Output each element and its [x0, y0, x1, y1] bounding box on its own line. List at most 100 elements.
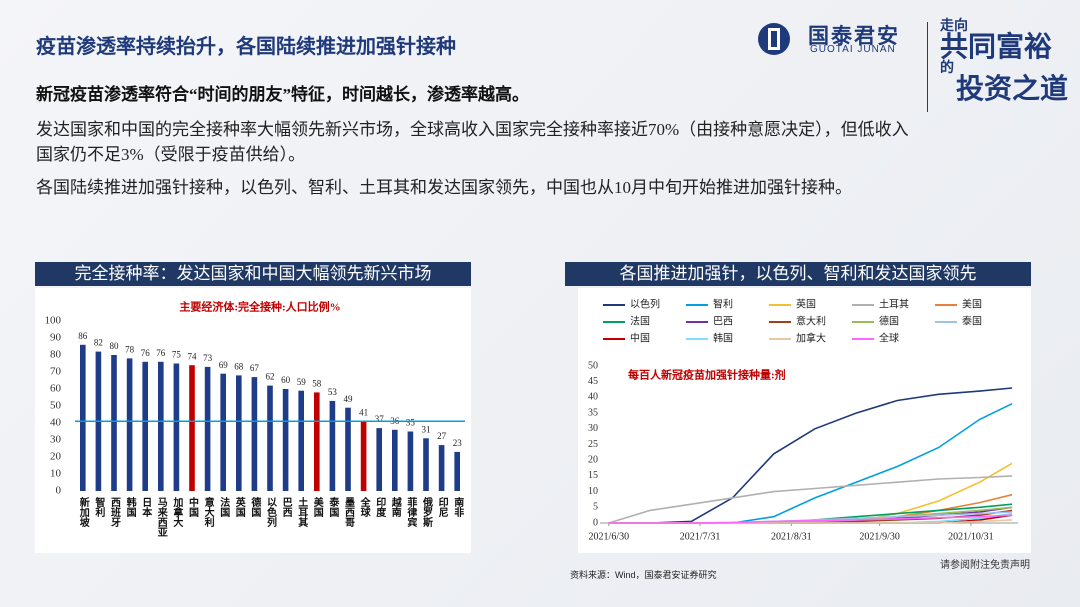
legend-label: 美国 [962, 297, 982, 310]
slogan-line: 共同富裕 [940, 32, 1053, 63]
legend-label: 法国 [630, 314, 650, 327]
bar [251, 377, 258, 491]
bar [298, 390, 305, 491]
x-tick-label: 中国 [187, 496, 199, 518]
bar [204, 366, 211, 491]
bar [360, 421, 367, 491]
y-tick-label: 20 [50, 451, 62, 463]
y-tick-label: 30 [50, 434, 62, 446]
x-tick-label: 越南 [389, 496, 402, 518]
x-tick-label: 英国 [233, 496, 246, 518]
x-tick-label: 智利 [93, 496, 105, 518]
bar [345, 407, 351, 491]
series-line [608, 514, 1013, 524]
lead-text: 新冠疫苗渗透率符合“时间的朋友”特征，时间越长，渗透率越高。 [36, 85, 529, 104]
y-tick-label: 5 [593, 502, 598, 513]
slogan-line: 走向 [940, 19, 968, 34]
x-tick-label: 俄罗斯 [421, 496, 434, 528]
value-label: 74 [188, 351, 198, 361]
x-tick-label: 2021/6/30 [589, 531, 630, 542]
legend-label: 泰国 [962, 314, 982, 327]
legend-label: 以色列 [630, 297, 660, 310]
bar [454, 451, 461, 491]
series-line [608, 402, 1013, 524]
x-tick-label: 法国 [218, 496, 230, 518]
bar [189, 365, 195, 491]
bar [111, 355, 117, 491]
bar [220, 373, 227, 491]
y-tick-label: 50 [588, 360, 598, 371]
section-header: 各国推进加强针，以色列、智利和发达国家领先 [565, 262, 1031, 286]
bar [235, 375, 242, 491]
x-tick-label: 以色列 [265, 497, 277, 528]
series-line [608, 475, 1013, 524]
value-label: 73 [203, 353, 213, 363]
y-tick-label: 30 [588, 423, 598, 434]
bar [438, 445, 445, 491]
value-label: 68 [234, 361, 244, 371]
bar [267, 385, 273, 491]
y-tick-label: 80 [50, 349, 62, 361]
legend-label: 英国 [796, 297, 816, 310]
series-line [608, 387, 1013, 524]
x-tick-label: 马来西亚 [155, 497, 168, 537]
legend-label: 巴西 [713, 315, 733, 327]
x-tick-label: 泰国 [327, 496, 340, 518]
bar [126, 358, 133, 491]
y-tick-label: 0 [56, 485, 62, 497]
x-tick-label: 2021/8/31 [771, 531, 812, 542]
x-tick-label: 南非 [452, 496, 464, 518]
paragraph: 发达国家和中国的完全接种率大幅领先新兴市场，全球高收入国家完全接种率接近70%（… [36, 120, 909, 164]
bar [313, 392, 320, 491]
divider [927, 22, 928, 112]
logo-subtext: GUOTAI JUNAN [810, 44, 896, 55]
value-label: 76 [156, 348, 166, 358]
value-label: 31 [422, 424, 431, 434]
x-tick-label: 印度 [374, 497, 386, 518]
value-label: 80 [110, 341, 120, 351]
y-tick-label: 60 [50, 383, 62, 395]
x-tick-label: 菲律宾 [405, 496, 417, 528]
bar [157, 361, 164, 491]
value-label: 86 [78, 331, 88, 341]
y-tick-label: 20 [588, 454, 598, 465]
paragraph: 各国陆续推进加强针接种，以色列、智利、土耳其和发达国家领先，中国也从10月中旬开… [36, 178, 852, 197]
slogan-line: 投资之道 [956, 74, 1069, 105]
value-label: 82 [94, 338, 103, 348]
x-tick-label: 新加坡 [77, 496, 90, 528]
y-tick-label: 45 [588, 376, 598, 387]
value-label: 23 [453, 438, 463, 448]
bar [282, 389, 289, 491]
legend-label: 智利 [713, 297, 733, 310]
slogan: 走向 共同富裕 的 投资之道 [940, 20, 1068, 104]
value-label: 37 [375, 414, 385, 424]
bar [423, 438, 429, 491]
y-tick-label: 25 [588, 439, 598, 450]
x-tick-label: 全球 [358, 496, 371, 518]
section-header: 完全接种率：发达国家和中国大幅领先新兴市场 [35, 262, 471, 286]
x-tick-label: 意大利 [202, 496, 214, 528]
value-label: 41 [359, 407, 368, 417]
bar [79, 344, 86, 491]
x-tick-label: 美国 [311, 496, 323, 518]
y-tick-label: 35 [588, 407, 598, 418]
legend-label: 德国 [879, 314, 899, 327]
source-note: 资料来源：Wind，国泰君安证券研究 [570, 570, 717, 580]
chart-title: 每百人新冠疫苗加强针接种量:剂 [628, 368, 786, 382]
bar [376, 428, 383, 491]
x-tick-label: 韩国 [124, 496, 136, 518]
legend-label: 土耳其 [879, 297, 909, 310]
y-tick-label: 0 [593, 517, 598, 528]
bar-chart: 主要经济体:完全接种:人口比例% 0 10 20 30 40 50 60 70 80 90 100 86… [35, 288, 471, 553]
y-tick-label: 15 [588, 470, 598, 481]
x-tick-label: 加拿大 [171, 496, 184, 528]
value-label: 69 [219, 360, 229, 370]
legend-label: 韩国 [713, 331, 733, 344]
chart-title: 主要经济体:完全接种:人口比例% [179, 300, 340, 314]
value-label: 59 [297, 377, 307, 387]
bar [407, 431, 414, 491]
value-label: 49 [344, 394, 354, 404]
x-tick-label: 巴西 [280, 497, 292, 518]
logo-icon [758, 23, 790, 55]
x-tick-label: 印尼 [436, 497, 448, 518]
